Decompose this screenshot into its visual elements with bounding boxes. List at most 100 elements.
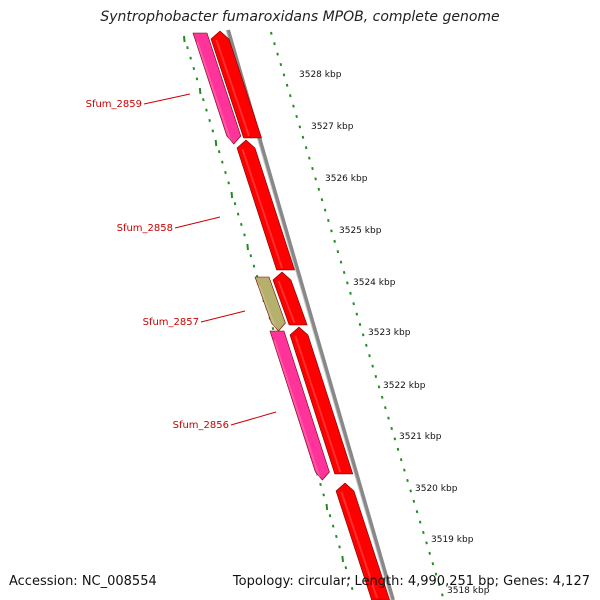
inner-tick	[214, 139, 218, 147]
outer-tick	[342, 270, 346, 275]
kbp-label: 3521 kbp	[399, 432, 442, 442]
outer-tick	[285, 83, 289, 87]
inner-tick	[319, 482, 322, 487]
gene-label-leader	[143, 93, 191, 105]
accession-text: Accession: NC_008554	[9, 574, 157, 589]
cds-segment-shine	[215, 39, 250, 137]
outer-tick	[349, 291, 352, 295]
cds-segment	[210, 30, 263, 139]
other-feature-shine	[258, 285, 277, 330]
outer-tick	[409, 489, 412, 493]
outer-tick	[418, 520, 422, 524]
outer-tick	[352, 302, 355, 306]
outer-tick	[327, 218, 330, 223]
outer-tick	[339, 260, 343, 264]
outer-tick	[412, 499, 416, 503]
inner-tick	[198, 87, 202, 95]
outer-tick	[425, 541, 428, 545]
inner-tick	[189, 56, 192, 60]
cds-segment	[272, 271, 308, 326]
outer-tick	[368, 354, 371, 358]
outer-tick	[273, 42, 276, 46]
outer-tick	[365, 343, 368, 347]
outer-tick	[399, 458, 403, 462]
outer-tick	[384, 406, 387, 410]
map-title: Syntrophobacter fumaroxidans MPOB, compl…	[100, 9, 500, 25]
outer-tick	[314, 177, 317, 181]
genome-summary-text: Topology: circular; Length: 4,990,251 bp…	[232, 574, 590, 589]
inner-tick	[183, 35, 186, 43]
outer-tick	[336, 250, 340, 254]
outer-tick	[387, 416, 390, 420]
outer-tick	[333, 239, 336, 243]
inner-tick	[243, 233, 246, 237]
inner-tick	[328, 514, 332, 518]
outer-tick	[323, 208, 327, 212]
cds-segment	[236, 139, 296, 271]
gene-label-leader	[230, 411, 277, 426]
inner-tick	[249, 254, 253, 258]
inner-tick	[236, 212, 240, 216]
kbp-label: 3527 kbp	[311, 122, 354, 132]
inner-tick	[350, 586, 354, 591]
kbp-label: 3524 kbp	[353, 278, 396, 288]
outer-tick	[282, 73, 286, 77]
cds-segment-shine	[277, 280, 296, 324]
inner-tick	[325, 503, 329, 511]
inner-tick	[233, 202, 237, 206]
outer-tick	[330, 229, 333, 233]
kbp-ruler: 3528 kbp 3527 kbp 3526 kbp 3525 kbp 3524 kbp…	[299, 70, 490, 596]
outer-tick	[304, 146, 308, 150]
inner-tick	[344, 566, 348, 570]
gene-segment	[192, 32, 242, 145]
inner-tick	[227, 181, 230, 185]
outer-tick	[279, 62, 283, 67]
outer-tick	[377, 385, 381, 389]
outer-tick	[289, 94, 292, 98]
inner-tick	[208, 118, 211, 123]
outer-tick	[308, 156, 311, 160]
gene-label: Sfum_2857	[143, 317, 199, 328]
outer-tick	[434, 572, 438, 576]
inner-tick	[221, 160, 224, 164]
gene-label: Sfum_2858	[117, 223, 173, 234]
inner-tick	[205, 108, 208, 112]
other-feature	[254, 276, 286, 332]
outer-tick	[390, 426, 393, 431]
inner-tick	[192, 66, 196, 71]
cds-segment-shine	[340, 491, 378, 599]
outer-tick	[396, 447, 400, 451]
inner-tick	[341, 555, 344, 563]
inner-tick	[211, 129, 215, 133]
outer-tick	[380, 395, 384, 399]
gene-label: Sfum_2856	[173, 420, 229, 431]
outer-tick	[320, 198, 324, 202]
outer-tick	[403, 468, 406, 472]
outer-tick	[428, 551, 431, 555]
outer-tick	[346, 281, 349, 285]
gene-labels: Sfum_2859 Sfum_2858 Sfum_2857 Sfum_2856	[86, 93, 277, 431]
inner-tick	[338, 545, 341, 549]
outer-tick	[374, 374, 378, 379]
outer-tick	[358, 322, 362, 327]
kbp-label: 3519 kbp	[431, 535, 474, 545]
feature-track	[192, 30, 390, 600]
outer-tick	[441, 593, 444, 597]
inner-tick	[252, 264, 256, 268]
outer-tick	[415, 510, 419, 514]
outer-tick	[393, 437, 397, 441]
outer-tick	[292, 104, 295, 108]
outer-tick	[298, 125, 302, 129]
outer-tick	[355, 312, 359, 316]
outer-tick	[371, 364, 374, 368]
kbp-label: 3528 kbp	[299, 70, 342, 80]
outer-tick	[431, 562, 435, 566]
gene-segment-shine	[273, 339, 321, 479]
kbp-label: 3525 kbp	[339, 226, 382, 236]
inner-tick	[217, 150, 221, 154]
gene-label: Sfum_2859	[86, 99, 142, 110]
inner-tick	[230, 191, 234, 199]
inner-tick	[271, 326, 275, 331]
cds-segment-shine	[294, 335, 342, 473]
